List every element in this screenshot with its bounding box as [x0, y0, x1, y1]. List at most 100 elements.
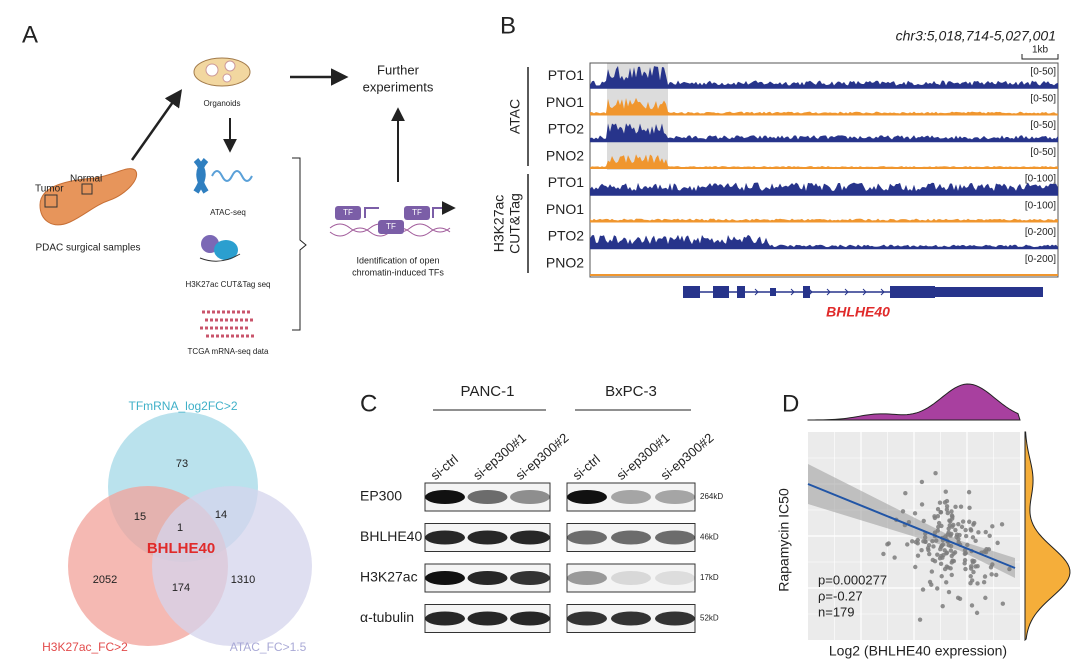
point: [938, 510, 944, 515]
signal-track: [590, 97, 1058, 115]
venn-circle: [152, 486, 312, 646]
band: [467, 530, 508, 545]
further-label: experiments: [363, 79, 434, 94]
panel-label: D: [782, 390, 799, 417]
point: [912, 511, 918, 516]
point: [975, 581, 980, 586]
point: [982, 574, 988, 579]
signal-track: [590, 154, 1058, 168]
signal-track: [590, 234, 1058, 249]
dish-icon: [193, 57, 251, 87]
point: [922, 535, 928, 540]
band: [425, 490, 465, 504]
point: [943, 534, 948, 539]
exon: [890, 286, 935, 298]
point: [920, 587, 926, 592]
point: [913, 564, 918, 570]
point: [955, 595, 961, 601]
point: [935, 586, 940, 591]
scatter-plot: [807, 383, 1071, 642]
band: [567, 611, 607, 626]
tf-label: TF: [412, 208, 422, 217]
point: [926, 542, 932, 548]
region-count: 14: [215, 509, 227, 521]
normal-box: [81, 183, 93, 195]
point: [981, 580, 987, 585]
band: [425, 530, 465, 545]
point: [999, 522, 1005, 527]
point: [929, 569, 935, 574]
point: [921, 518, 926, 524]
point: [939, 574, 944, 579]
exon: [737, 286, 745, 298]
point: [989, 572, 994, 577]
point: [986, 547, 992, 552]
point: [1007, 566, 1012, 572]
point: [1000, 601, 1006, 606]
identification-label: Identification of open: [356, 255, 439, 265]
point: [932, 514, 937, 519]
point: [969, 603, 975, 608]
point: [919, 502, 925, 507]
signal-track: [590, 123, 1058, 142]
track-label: PNO1: [546, 94, 584, 110]
stat-label: n=179: [818, 604, 855, 619]
set-label: TFmRNA_log2FC>2: [128, 399, 237, 413]
region-count: 73: [176, 458, 188, 470]
tumor-label: Tumor: [35, 184, 64, 195]
point: [963, 533, 969, 539]
panel-label: C: [360, 390, 377, 417]
point: [940, 542, 946, 547]
lane-label: si-ctrl: [569, 451, 603, 483]
band: [567, 571, 607, 585]
track-range: [0-100]: [1025, 174, 1056, 185]
point: [972, 520, 977, 526]
tf-icon: [335, 206, 361, 220]
arrow: [130, 89, 183, 161]
point: [990, 562, 995, 567]
point: [966, 489, 972, 495]
point: [949, 572, 954, 578]
point: [926, 547, 931, 553]
point: [963, 527, 968, 533]
stat-label: p=0.000277: [818, 572, 887, 587]
region-count: 1310: [231, 574, 255, 586]
gene-label: BHLHE40: [826, 304, 890, 320]
point: [943, 489, 948, 494]
point: [919, 547, 924, 553]
point: [933, 471, 938, 476]
blots: PANC-1si-ctrl si-ep300#1si-ep300#2BxPC-3s…: [360, 383, 723, 633]
point: [951, 551, 956, 556]
region-count: 1: [177, 522, 183, 534]
chromosome-icon: [193, 157, 209, 194]
point: [962, 551, 968, 557]
point: [953, 504, 958, 510]
point: [938, 561, 944, 567]
point: [944, 504, 950, 509]
band: [567, 490, 607, 504]
exon: [770, 288, 776, 296]
point: [944, 580, 949, 585]
point: [939, 553, 944, 559]
track-range: [0-50]: [1030, 147, 1056, 158]
point: [958, 504, 964, 509]
regression-line: [807, 483, 1016, 569]
point: [930, 539, 935, 544]
point: [968, 574, 973, 579]
track-range: [0-100]: [1025, 200, 1056, 211]
band: [567, 530, 607, 545]
protein-label: α-tubulin: [360, 609, 414, 625]
point: [934, 538, 939, 543]
set-label: ATAC_FC>1.5: [230, 640, 307, 654]
atac-label: ATAC-seq: [210, 208, 246, 217]
point: [944, 498, 950, 504]
band: [467, 490, 508, 504]
reads-icon: [200, 310, 256, 338]
cuttag-label: H3K27ac CUT&Tag seq: [186, 280, 271, 289]
organoid-icon: [205, 63, 219, 77]
point: [970, 558, 975, 563]
further-label: Further: [377, 62, 420, 77]
top-density: [807, 383, 1021, 421]
